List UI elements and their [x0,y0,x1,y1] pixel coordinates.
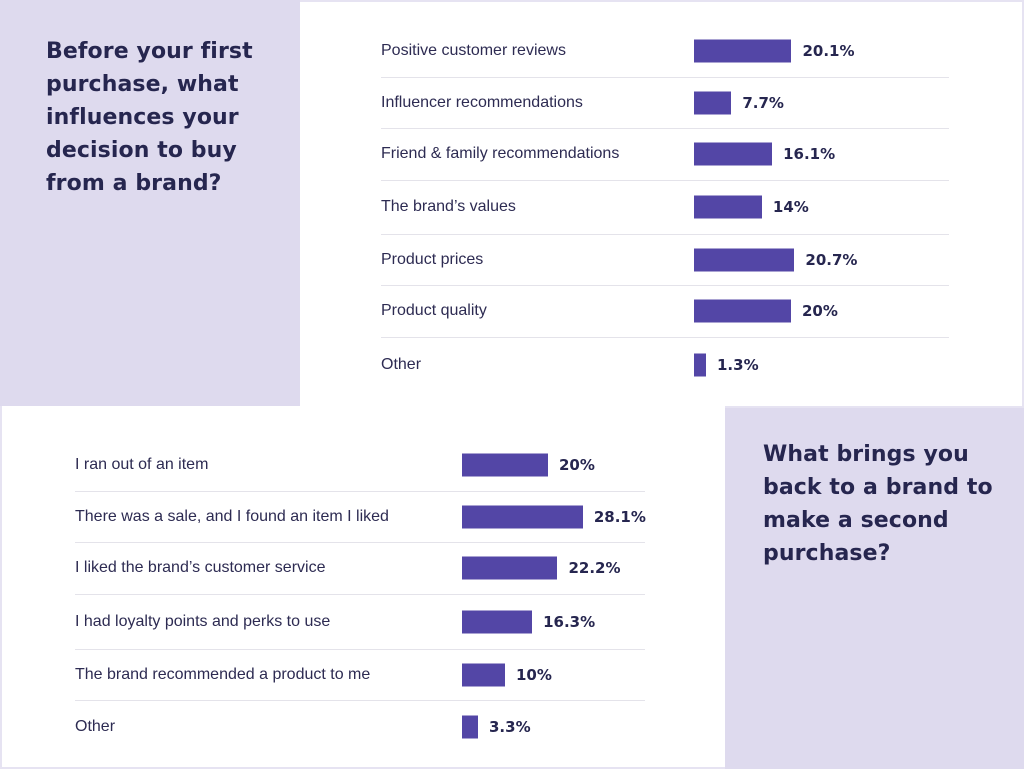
category-label: The brand’s values [381,198,516,215]
bar-chart-first-purchase: Positive customer reviews 20.1% Influencer… [381,26,949,392]
value-label: 10% [516,665,552,684]
chart-row: I had loyalty points and perks to use 16.… [75,595,645,650]
bar [694,248,795,272]
bar-chart-second-purchase: I ran out of an item 20% There was a sale,… [75,440,646,753]
bar [462,505,583,529]
chart-row: Product prices 20.7% [381,235,949,286]
chart-row: I liked the brand’s customer service 22.2… [75,543,645,595]
bar [462,715,478,739]
chart-row: Other 3.3% [75,701,645,753]
chart-row: I ran out of an item 20% [75,440,645,492]
bar [462,453,548,477]
value-label: 16.3% [543,612,596,631]
chart-row: Positive customer reviews 20.1% [381,26,949,78]
chart-row: The brand recommended a product to me 10% [75,650,645,701]
category-label: Friend & family recommendations [381,145,620,163]
category-label: I ran out of an item [75,456,209,474]
bar [462,610,533,633]
question-panel-second-purchase: What brings you back to a brand to make … [725,408,1024,769]
chart-row: Other 1.3% [381,338,949,392]
value-label: 20.7% [805,250,858,269]
chart-panel-first-purchase: Positive customer reviews 20.1% Influencer… [300,0,1024,408]
chart-row: Friend & family recommendations 16.1% [381,129,949,181]
bar [694,195,762,219]
chart-row: The brand’s values 14% [381,181,949,235]
value-label: 3.3% [489,717,531,736]
category-label: I had loyalty points and perks to use [75,612,331,630]
chart-row: Product quality 20% [381,286,949,338]
category-label: Influencer recommendations [381,93,583,111]
bar [462,556,558,580]
value-label: 20% [802,302,838,321]
bar [694,39,792,63]
value-label: 1.3% [717,355,759,374]
category-label: Product quality [381,302,487,320]
value-label: 20.1% [802,42,855,61]
chart-title-first-purchase: Before your first purchase, what influen… [46,39,253,196]
bar [694,91,732,115]
chart-row: Influencer recommendations 7.7% [381,78,949,129]
category-label: Other [75,717,116,735]
value-label: 20% [559,456,595,475]
category-label: Other [381,355,422,373]
category-label: Positive customer reviews [381,42,566,60]
value-label: 7.7% [742,93,784,112]
category-label: I liked the brand’s customer service [75,559,326,577]
value-label: 28.1% [593,507,646,526]
category-label: Product prices [381,250,484,268]
chart-row: There was a sale, and I found an item I … [75,492,646,543]
bar [694,299,791,323]
chart-panel-second-purchase: I ran out of an item 20% There was a sale,… [0,406,725,769]
bar [462,663,505,687]
value-label: 14% [772,198,809,216]
bar [694,353,706,376]
category-label: There was a sale, and I found an item I … [75,507,389,525]
value-label: 16.1% [783,145,836,164]
value-label: 22.2% [568,559,621,578]
bar [694,142,773,166]
chart-title-second-purchase: What brings you back to a brand to make … [763,442,993,566]
category-label: The brand recommended a product to me [75,665,371,683]
question-panel-first-purchase: Before your first purchase, what influen… [0,0,300,408]
